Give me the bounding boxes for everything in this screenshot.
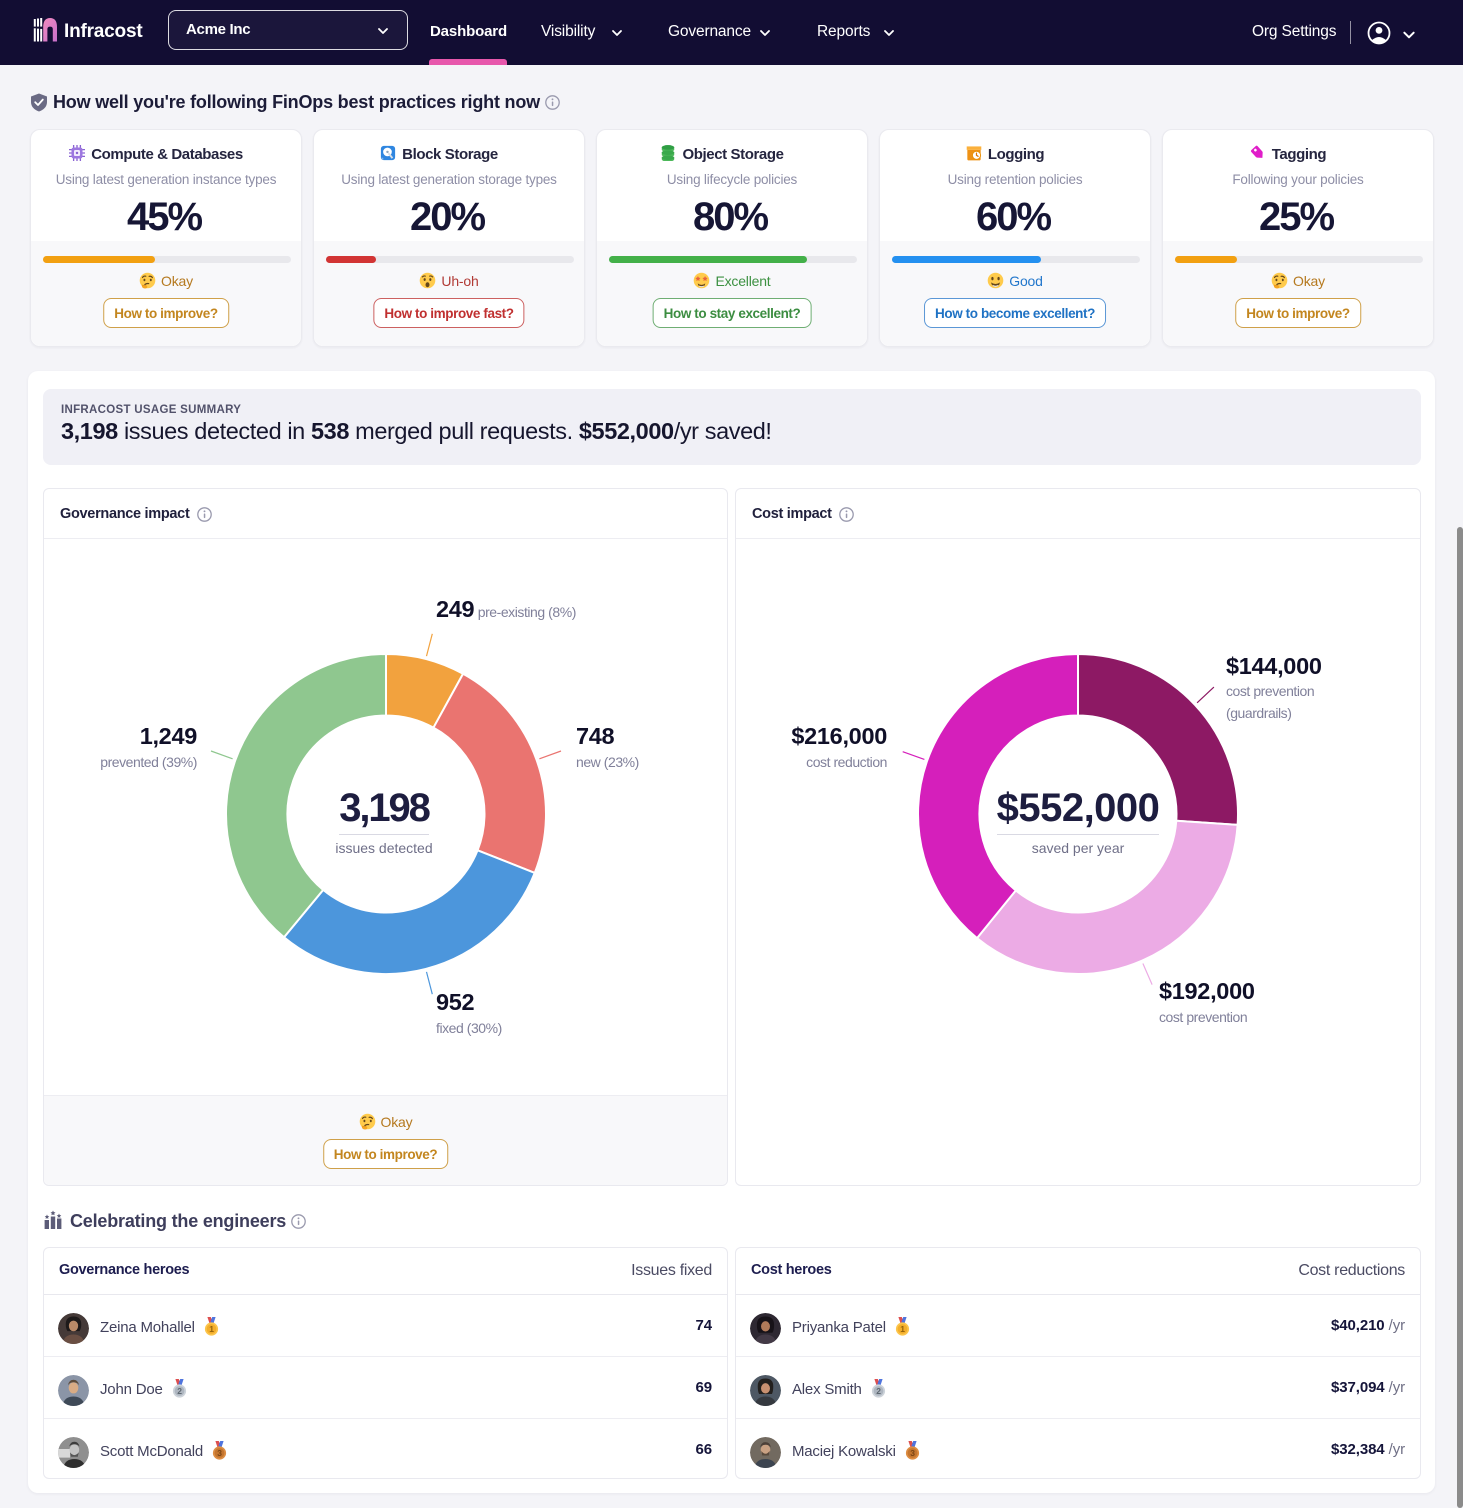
svg-text:3: 3	[217, 1448, 222, 1458]
svg-text:1: 1	[900, 1324, 905, 1334]
svg-text:3: 3	[910, 1448, 915, 1458]
svg-text:1: 1	[209, 1324, 214, 1334]
svg-text:2: 2	[177, 1386, 182, 1396]
svg-text:2: 2	[876, 1386, 881, 1396]
